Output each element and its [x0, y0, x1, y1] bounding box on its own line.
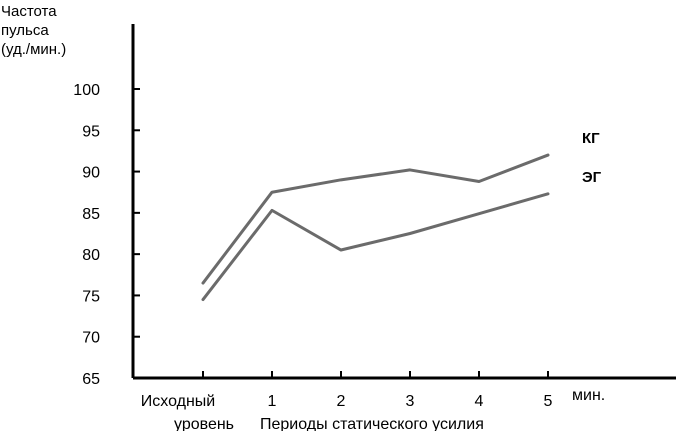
- y-tick-label: 75: [82, 288, 100, 305]
- series-1-point: [408, 168, 412, 172]
- series-1-point: [201, 281, 205, 285]
- x-tick-label: 2: [337, 393, 346, 410]
- y-tick-label: 80: [82, 247, 100, 264]
- x-tick-label: 1: [268, 393, 277, 410]
- y-tick-label: 95: [82, 123, 100, 140]
- x-axis-title-line-1: уровень: [174, 416, 234, 431]
- series-2-point: [477, 212, 481, 215]
- x-tick-label: Исходный: [141, 393, 215, 410]
- series-2-point: [408, 232, 412, 235]
- y-tick-label: 100: [73, 82, 100, 99]
- x-axis-unit: мин.: [572, 387, 605, 404]
- y-axis-title-line-3: (уд./мин.): [1, 41, 66, 58]
- series-label-1: КГ: [582, 130, 600, 147]
- series-2-point: [546, 192, 550, 196]
- series-line-2: [201, 192, 550, 302]
- y-tick-label: 85: [82, 206, 100, 223]
- x-ticks: Исходный 1 2 3 4 5: [141, 371, 553, 410]
- series-2-point: [339, 248, 343, 252]
- series-1-point: [477, 180, 481, 183]
- x-axis-title-line-2: Периоды статического усилия: [260, 416, 484, 431]
- series-1-point: [270, 191, 274, 194]
- x-tick-label: 4: [475, 393, 484, 410]
- x-tick-label: 3: [406, 393, 415, 410]
- y-axis-title-line-1: Частота: [1, 3, 57, 20]
- y-tick-label: 65: [82, 371, 100, 388]
- series-1-point: [339, 178, 343, 182]
- x-tick-label: 5: [544, 393, 553, 410]
- series-label-2: ЭГ: [582, 169, 602, 186]
- series-lines: КГ ЭГ: [201, 130, 602, 302]
- y-axis-title-line-2: пульса: [1, 22, 49, 39]
- series-2-point: [201, 298, 205, 301]
- series-2-point: [270, 209, 274, 212]
- series-1-point: [546, 153, 550, 157]
- y-ticks: 65 70 75 80 85 90 95 100: [73, 82, 140, 388]
- y-tick-label: 70: [82, 330, 100, 347]
- series-line-1: [201, 153, 550, 285]
- y-tick-label: 90: [82, 165, 100, 182]
